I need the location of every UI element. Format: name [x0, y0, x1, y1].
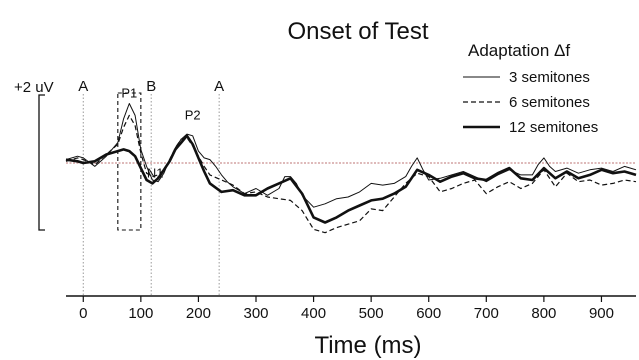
marker-label-1: B	[146, 78, 156, 95]
x-tick-label-0: 0	[79, 305, 87, 322]
p1-window-box	[117, 92, 142, 231]
x-tick-label-700: 700	[474, 305, 499, 322]
waveform-series	[65, 103, 637, 234]
annotation-p1: P1	[121, 86, 137, 101]
legend: 3 semitones 6 semitones 12 semitones	[463, 69, 598, 136]
legend-label-0: 3 semitones	[509, 69, 590, 86]
marker-label-2: A	[214, 78, 224, 95]
x-tick-label-200: 200	[186, 305, 211, 322]
annotation-p2: P2	[185, 108, 201, 123]
marker-label-0: A	[78, 78, 88, 95]
legend-title: Adaptation Δf	[468, 41, 570, 60]
series-line-1	[65, 114, 637, 234]
x-axis-ticks: 0 100 200 300 400 500 600 700 800 900	[79, 296, 614, 322]
x-tick-label-500: 500	[359, 305, 384, 322]
x-tick-label-800: 800	[531, 305, 556, 322]
legend-label-1: 6 semitones	[509, 94, 590, 111]
x-tick-label-100: 100	[128, 305, 153, 322]
x-tick-label-300: 300	[243, 305, 268, 322]
series-line-2	[65, 134, 637, 224]
x-axis-label: Time (ms)	[314, 332, 421, 359]
scale-bar-label: +2 uV	[14, 79, 54, 96]
x-tick-label-900: 900	[589, 305, 614, 322]
x-tick-label-400: 400	[301, 305, 326, 322]
legend-label-2: 12 semitones	[509, 119, 598, 136]
annotation-n1: N1	[147, 165, 164, 180]
chart-title: Onset of Test	[288, 18, 429, 45]
peak-annotations: P1 P2 N1	[121, 86, 200, 181]
scale-bar	[38, 94, 45, 231]
x-tick-label-600: 600	[416, 305, 441, 322]
